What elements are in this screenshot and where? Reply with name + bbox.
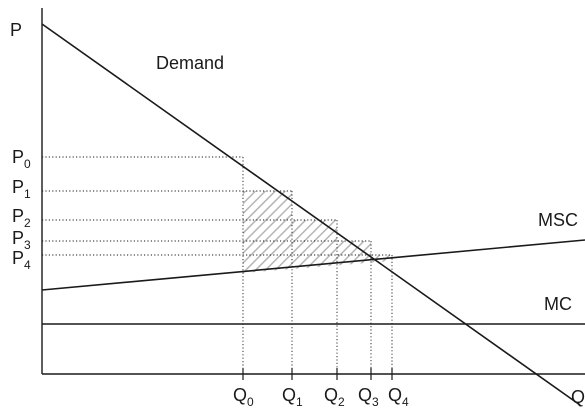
mc-label: MC <box>544 294 572 314</box>
quantity-guides <box>242 157 393 374</box>
price-label-p4: P4 <box>12 248 31 272</box>
quantity-label-q4: Q4 <box>388 385 409 408</box>
hatched-area <box>243 191 392 273</box>
price-label-p1: P1 <box>12 177 31 201</box>
quantity-ticks <box>242 368 393 380</box>
demand-label: Demand <box>156 53 224 73</box>
quantity-label-q3: Q3 <box>358 385 379 408</box>
price-guides <box>42 156 392 256</box>
demand-curve <box>41 23 581 406</box>
price-label-p2: P2 <box>12 206 31 230</box>
x-axis-label: Q <box>571 387 585 407</box>
price-label-p3: P3 <box>12 228 31 252</box>
price-label-p0: P0 <box>12 147 31 171</box>
quantity-label-q0: Q0 <box>233 385 254 408</box>
msc-label: MSC <box>538 210 578 230</box>
y-axis-label: P <box>10 20 22 40</box>
quantity-label-q1: Q1 <box>282 385 303 408</box>
msc-curve <box>41 239 585 291</box>
quantity-label-q2: Q2 <box>324 385 345 408</box>
